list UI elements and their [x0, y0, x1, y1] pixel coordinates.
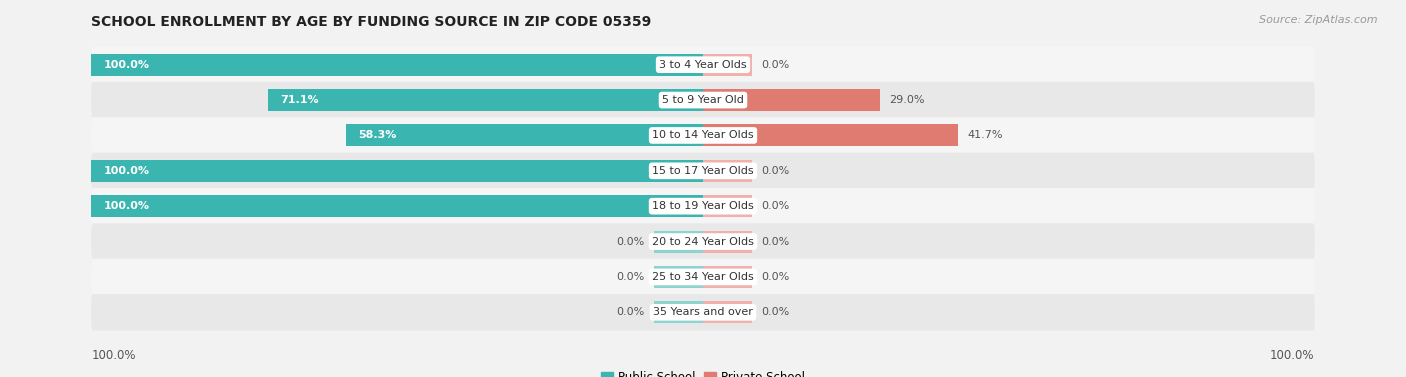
- Text: 35 Years and over: 35 Years and over: [652, 307, 754, 317]
- Text: 0.0%: 0.0%: [617, 236, 645, 247]
- Text: 0.0%: 0.0%: [761, 60, 789, 70]
- FancyBboxPatch shape: [91, 153, 1315, 189]
- Bar: [703, 195, 752, 217]
- FancyBboxPatch shape: [91, 223, 1315, 260]
- FancyBboxPatch shape: [91, 46, 1315, 83]
- FancyBboxPatch shape: [91, 117, 1315, 154]
- FancyBboxPatch shape: [91, 294, 1315, 331]
- Bar: [703, 89, 880, 111]
- Text: 100.0%: 100.0%: [104, 166, 149, 176]
- Text: 15 to 17 Year Olds: 15 to 17 Year Olds: [652, 166, 754, 176]
- Text: 20 to 24 Year Olds: 20 to 24 Year Olds: [652, 236, 754, 247]
- Text: 3 to 4 Year Olds: 3 to 4 Year Olds: [659, 60, 747, 70]
- Text: 0.0%: 0.0%: [761, 166, 789, 176]
- Bar: [654, 266, 703, 288]
- Bar: [703, 301, 752, 323]
- Bar: [703, 160, 752, 182]
- Text: 100.0%: 100.0%: [104, 201, 149, 211]
- Text: 0.0%: 0.0%: [761, 201, 789, 211]
- Text: 29.0%: 29.0%: [890, 95, 925, 105]
- Bar: [654, 301, 703, 323]
- Bar: [91, 160, 703, 182]
- Text: 100.0%: 100.0%: [104, 60, 149, 70]
- Bar: [91, 195, 703, 217]
- Text: 5 to 9 Year Old: 5 to 9 Year Old: [662, 95, 744, 105]
- Bar: [346, 124, 703, 146]
- Text: 0.0%: 0.0%: [761, 272, 789, 282]
- Text: SCHOOL ENROLLMENT BY AGE BY FUNDING SOURCE IN ZIP CODE 05359: SCHOOL ENROLLMENT BY AGE BY FUNDING SOUR…: [91, 15, 651, 29]
- Text: Source: ZipAtlas.com: Source: ZipAtlas.com: [1260, 15, 1378, 25]
- Text: 25 to 34 Year Olds: 25 to 34 Year Olds: [652, 272, 754, 282]
- Text: 0.0%: 0.0%: [761, 307, 789, 317]
- Bar: [91, 54, 703, 76]
- Text: 100.0%: 100.0%: [1270, 349, 1315, 362]
- FancyBboxPatch shape: [91, 188, 1315, 224]
- Text: 71.1%: 71.1%: [280, 95, 319, 105]
- Bar: [703, 231, 752, 253]
- Bar: [269, 89, 703, 111]
- Text: 100.0%: 100.0%: [91, 349, 136, 362]
- Text: 10 to 14 Year Olds: 10 to 14 Year Olds: [652, 130, 754, 141]
- Bar: [703, 54, 752, 76]
- Bar: [703, 266, 752, 288]
- FancyBboxPatch shape: [91, 82, 1315, 118]
- Text: 58.3%: 58.3%: [359, 130, 396, 141]
- Bar: [703, 124, 957, 146]
- Text: 0.0%: 0.0%: [617, 272, 645, 282]
- Text: 41.7%: 41.7%: [967, 130, 1002, 141]
- FancyBboxPatch shape: [91, 259, 1315, 295]
- Text: 18 to 19 Year Olds: 18 to 19 Year Olds: [652, 201, 754, 211]
- Legend: Public School, Private School: Public School, Private School: [596, 366, 810, 377]
- Text: 0.0%: 0.0%: [617, 307, 645, 317]
- Bar: [654, 231, 703, 253]
- Text: 0.0%: 0.0%: [761, 236, 789, 247]
